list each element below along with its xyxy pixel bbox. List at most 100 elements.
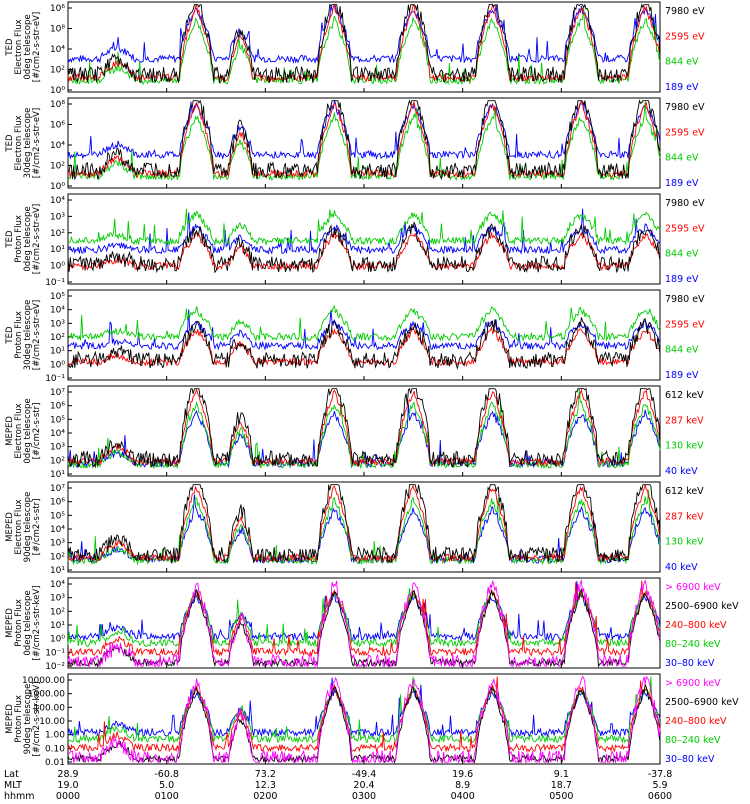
ytick-label: 10¹ (50, 245, 65, 255)
ytick-label: 10⁰ (50, 262, 65, 272)
legend-label: 40 keV (665, 562, 698, 573)
ylabel-line: Proton Flux (14, 215, 24, 263)
series-trace-7-1 (67, 579, 661, 668)
ylabel-line: Electron Flux (14, 499, 24, 554)
series-trace-5-4 (67, 403, 661, 469)
footer-lat-value: 19.6 (452, 769, 473, 780)
ytick-label: 10⁻² (45, 662, 65, 672)
legend-label: > 6900 keV (665, 582, 721, 593)
ytick-label: 10⁸ (50, 25, 65, 35)
ylabel-line: 0deg telescope (23, 398, 33, 463)
legend-label: 80–240 keV (665, 639, 721, 650)
ytick-label: 10⁰ (50, 86, 65, 96)
legend-label: 844 eV (665, 249, 699, 260)
legend-label: 40 keV (665, 466, 698, 477)
footer-lat-value: 9.1 (554, 769, 569, 780)
ytick-label: 10² (50, 333, 65, 343)
ytick-label: 10² (50, 162, 65, 172)
series-trace-6-3 (67, 490, 661, 566)
footer-mlt-value: 20.4 (353, 780, 374, 791)
legend-label: 2500–6900 keV (665, 601, 739, 612)
footer-row-label: Lat (4, 769, 19, 780)
ylabel-line: [#/cm2-s-str-keV] (32, 586, 42, 661)
ylabel-line: [#/cm2-s-str] (32, 499, 42, 556)
legend-label: 2595 eV (665, 31, 705, 42)
series-trace-3-1 (67, 221, 661, 274)
ytick-label: 10⁶ (50, 121, 65, 131)
series-trace-8-1 (67, 675, 661, 764)
series-trace-1-2 (67, 3, 661, 83)
ylabel-line: 0deg telescope (23, 206, 33, 271)
legend-label: 130 keV (665, 537, 704, 548)
footer-time-value: 0500 (549, 791, 573, 800)
ytick-label: 1.00 (45, 731, 65, 741)
ylabel-line: Electron Flux (14, 115, 24, 170)
legend-label: 30–80 keV (665, 658, 715, 669)
ytick-label: 10² (50, 229, 65, 239)
footer-lat-value: -60.8 (154, 769, 179, 780)
panel-frame-8 (67, 673, 661, 765)
ylabel-line: MEPED (5, 416, 15, 446)
legend-label: 2595 eV (665, 127, 705, 138)
footer-mlt-value: 8.9 (455, 780, 470, 791)
ytick-label: 10⁴ (50, 525, 65, 535)
ylabel-line: [#/cm2-s-str-keV] (32, 682, 42, 757)
series-trace-8-5 (67, 677, 661, 738)
legend-label: 189 eV (665, 82, 699, 93)
ytick-label: 10⁴ (50, 306, 65, 316)
ytick-label: 10¹ (50, 621, 65, 631)
series-trace-8-2 (67, 682, 661, 764)
ytick-label: 10⁰ (50, 635, 65, 645)
series-trace-5-1 (67, 387, 661, 469)
series-trace-2-4 (67, 99, 661, 160)
series-trace-4-1 (67, 317, 661, 370)
ytick-label: 10³ (50, 212, 65, 222)
ytick-label: 10³ (50, 594, 65, 604)
ytick-label: 10⁵ (50, 415, 65, 425)
series-trace-2-1 (67, 99, 661, 181)
series-trace-3-3 (67, 208, 661, 247)
series-trace-7-2 (67, 588, 661, 668)
ylabel-line: Electron Flux (14, 403, 24, 458)
ylabel-line: Proton Flux (14, 695, 24, 743)
ytick-label: 10³ (50, 539, 65, 549)
series-trace-4-3 (67, 304, 661, 342)
legend-label: 7980 eV (665, 198, 705, 209)
ytick-label: 0.01 (45, 758, 65, 768)
series-trace-8-4 (67, 676, 661, 744)
footer-time-value: 0000 (56, 791, 80, 800)
ytick-label: 10⁴ (50, 196, 65, 206)
legend-label: > 6900 keV (665, 678, 721, 689)
ylabel-line: MEPED (5, 608, 15, 638)
ylabel-line: Proton Flux (14, 599, 24, 647)
footer-lat-value: 73.2 (255, 769, 276, 780)
series-trace-4-4 (67, 309, 661, 351)
legend-label: 7980 eV (665, 294, 705, 305)
ytick-label: 10⁶ (50, 498, 65, 508)
ytick-label: 10⁴ (50, 45, 65, 55)
ylabel-line: Electron Flux (14, 19, 24, 74)
footer-row-label: hhmm (4, 791, 35, 800)
footer-row-label: MLT (4, 780, 22, 791)
ytick-label: 10⁴ (50, 429, 65, 439)
ytick-label: 10.00 (39, 717, 65, 727)
ytick-label: 10⁸ (50, 100, 65, 110)
footer-time-value: 0100 (155, 791, 179, 800)
legend-label: 612 keV (665, 486, 704, 497)
ytick-label: 10⁵ (50, 292, 65, 302)
ytick-label: 10⁶ (50, 402, 65, 412)
ytick-label: 10⁻¹ (45, 374, 65, 384)
ytick-label: 0.10 (45, 744, 65, 754)
footer-mlt-value: 5.9 (652, 780, 667, 791)
ytick-label: 10⁻¹ (45, 278, 65, 288)
footer-time-value: 0400 (451, 791, 475, 800)
legend-label: 7980 eV (665, 6, 705, 17)
ytick-label: 100.00 (34, 703, 66, 713)
ylabel-line: [#/cm2-s-str-eV] (32, 204, 42, 274)
ylabel-line: MEPED (5, 512, 15, 542)
ylabel-line: 0deg telescope (23, 14, 33, 79)
ytick-label: 10⁴ (50, 141, 65, 151)
footer-time-value: 0200 (253, 791, 277, 800)
ytick-label: 10³ (50, 319, 65, 329)
